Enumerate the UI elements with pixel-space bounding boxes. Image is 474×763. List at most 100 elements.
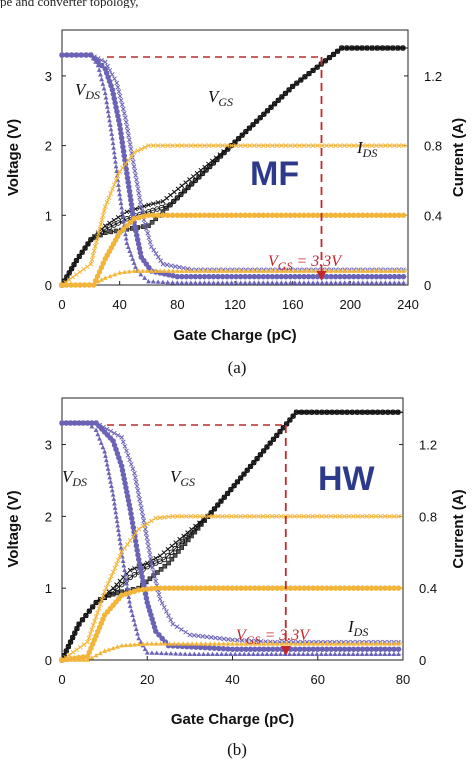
data-point-vds-triangle	[301, 280, 307, 285]
data-point-ids-triangle	[185, 641, 191, 646]
data-point-vds-circle	[323, 646, 330, 652]
data-point-vds-triangle	[114, 518, 120, 524]
data-point-vds-cross	[123, 115, 128, 121]
data-point-ids-circle	[202, 585, 208, 591]
data-point-ids-triangle	[401, 268, 406, 273]
data-point-vgs-cross	[169, 543, 175, 549]
data-point-ids-circle	[96, 269, 103, 275]
data-point-vgs-circle	[235, 135, 242, 142]
data-point-vds-circle	[197, 273, 203, 280]
data-point-vds-circle	[359, 646, 366, 652]
data-point-vgs-circle	[275, 97, 282, 104]
data-point-ids-cross	[220, 143, 225, 148]
vgs-label: VGS	[170, 467, 195, 489]
data-point-vds-circle	[138, 569, 145, 576]
data-point-ids-cross	[102, 204, 108, 209]
data-point-vgs-cross	[202, 164, 208, 170]
data-point-vds-circle	[337, 273, 343, 280]
data-point-ids-circle	[120, 226, 127, 232]
data-point-vds-cross	[104, 426, 110, 432]
data-point-vgs-cross	[177, 536, 183, 542]
data-point-ids-cross	[100, 593, 106, 599]
data-point-ids-cross	[202, 143, 207, 148]
data-point-vgs-circle	[161, 556, 168, 563]
data-point-vds-triangle	[269, 280, 275, 285]
data-point-ids-triangle	[337, 641, 343, 646]
data-point-vds-cross	[138, 501, 143, 506]
data-point-ids-triangle	[102, 648, 108, 653]
data-point-ids-circle	[251, 212, 257, 219]
data-point-vds-triangle	[328, 280, 334, 285]
data-point-ids-circle	[260, 212, 267, 219]
data-point-vds-triangle	[144, 650, 150, 655]
data-point-ids-circle	[238, 585, 244, 591]
data-point-vds-circle	[120, 144, 126, 150]
data-point-ids-triangle	[301, 268, 307, 273]
data-point-vds-circle	[128, 515, 135, 522]
data-point-ids-circle	[237, 212, 244, 219]
data-point-vds-triangle	[256, 280, 262, 285]
data-point-vgs-cross	[310, 68, 316, 73]
data-point-ids-triangle	[206, 268, 212, 273]
data-point-ids-triangle	[283, 641, 289, 646]
data-point-vgs-circle	[277, 428, 283, 435]
data-point-vds-triangle	[124, 581, 130, 586]
data-point-vds-triangle	[342, 280, 348, 285]
data-point-vds-triangle	[119, 205, 125, 210]
data-point-ids-cross	[115, 557, 121, 563]
data-point-vds-triangle	[350, 651, 356, 657]
data-point-vds-triangle	[314, 651, 320, 657]
data-point-vds-triangle	[126, 594, 132, 599]
data-point-ids-triangle	[117, 270, 123, 275]
data-point-vgs-circle	[241, 471, 247, 477]
data-point-vds-triangle	[133, 626, 139, 632]
data-point-ids-cross	[251, 143, 257, 148]
data-point-vds-triangle	[223, 651, 229, 657]
data-point-vgs-cross	[232, 139, 238, 145]
data-point-ids-triangle	[171, 641, 177, 646]
data-point-vds-circle	[310, 273, 316, 280]
data-point-vds-cross	[151, 247, 157, 253]
data-point-vds-triangle	[95, 431, 101, 437]
data-point-vgs-cross	[72, 630, 78, 636]
data-point-vgs-cross	[146, 202, 151, 208]
data-point-vgs-cross	[299, 409, 304, 415]
data-point-ids-triangle	[194, 641, 200, 646]
data-point-vgs-cross	[197, 520, 202, 526]
data-point-vgs-circle	[168, 549, 175, 556]
data-point-ids-circle	[373, 212, 380, 219]
data-point-vds-triangle	[333, 280, 339, 285]
data-point-ids-cross	[117, 169, 123, 175]
data-point-ids-cross	[166, 514, 171, 520]
data-point-vds-circle	[382, 646, 388, 652]
data-point-vds-cross	[117, 93, 123, 99]
data-point-vds-triangle	[232, 651, 238, 657]
data-point-vds-circle	[143, 595, 150, 601]
data-point-ids-cross	[346, 514, 352, 519]
data-point-vds-triangle	[106, 113, 112, 118]
data-point-vds-triangle	[318, 651, 324, 657]
data-point-ids-triangle	[220, 268, 225, 273]
data-point-vgs-cross	[250, 122, 256, 128]
data-point-ids-cross	[387, 514, 392, 519]
data-point-vds-cross	[172, 264, 178, 269]
data-point-vds-circle	[243, 646, 249, 652]
data-point-ids-triangle	[102, 275, 108, 280]
data-point-vds-triangle	[255, 651, 261, 657]
data-point-ids-circle	[378, 212, 384, 219]
data-point-vds-cross	[168, 617, 174, 623]
data-point-ids-triangle	[247, 268, 253, 273]
data-point-vds-triangle	[110, 136, 115, 141]
data-point-vds-cross	[93, 420, 99, 426]
data-point-vgs-circle	[330, 51, 337, 58]
data-point-vgs-cross	[339, 45, 345, 51]
data-point-ids-circle	[355, 585, 361, 591]
data-point-ids-triangle	[251, 268, 257, 273]
data-point-ids-triangle	[360, 641, 366, 646]
data-point-vds-triangle	[283, 280, 289, 285]
data-point-vgs-cross	[261, 111, 267, 117]
data-point-ids-circle	[188, 212, 194, 219]
data-point-vgs-circle	[326, 54, 333, 61]
data-point-ids-circle	[169, 212, 176, 219]
data-point-vds-cross	[234, 637, 240, 643]
